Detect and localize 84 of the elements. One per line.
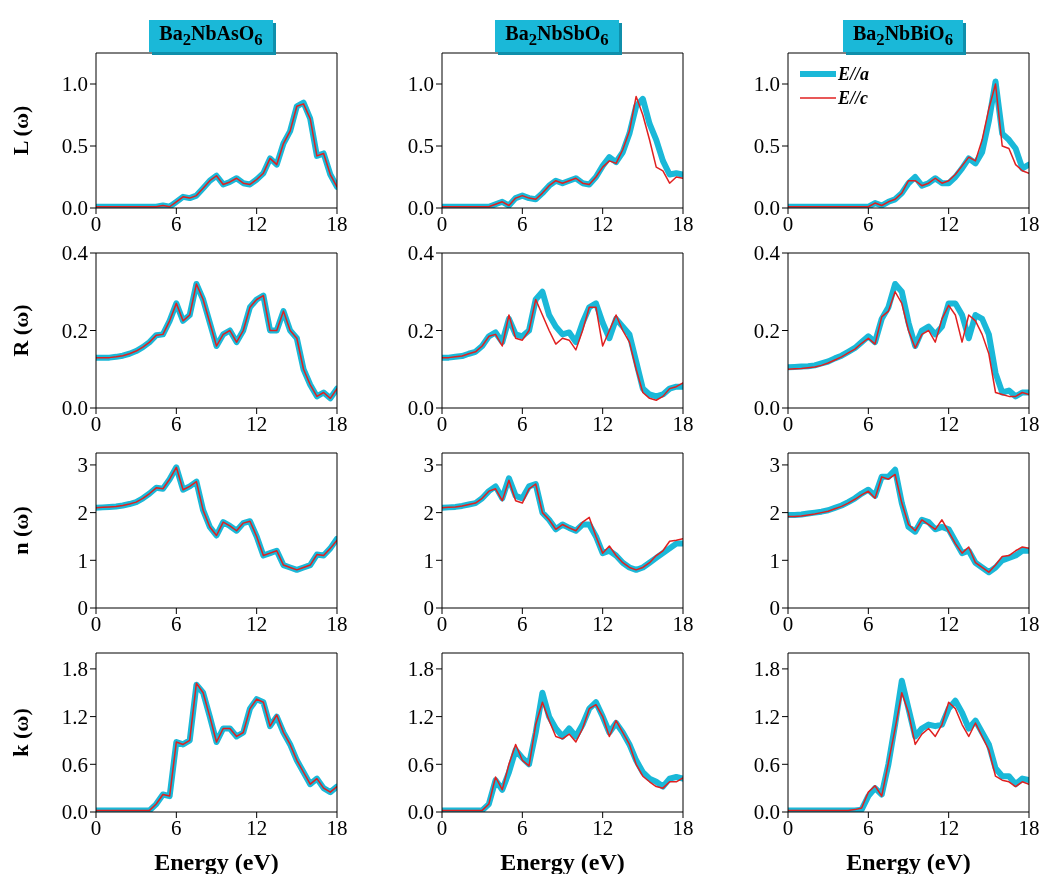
y-tick-label: 0.0	[407, 196, 434, 221]
x-tick-label: 18	[672, 211, 694, 236]
y-tick-label: 3	[77, 453, 88, 478]
x-tick-label: 6	[171, 411, 182, 436]
y-tick-label: 0.0	[61, 396, 88, 421]
y-tick-label: 0.4	[61, 241, 89, 266]
y-axis-title: n (ω)	[8, 506, 33, 555]
y-tick-label: 0.0	[753, 196, 780, 221]
x-tick-label: 18	[1018, 211, 1040, 236]
y-tick-label: 0.5	[61, 134, 88, 159]
y-tick-label: 0.6	[61, 752, 88, 777]
x-tick-label: 18	[672, 815, 694, 840]
x-tick-label: 12	[592, 211, 614, 236]
y-tick-label: 1.8	[61, 657, 88, 682]
x-tick-label: 12	[938, 211, 960, 236]
x-tick-label: 6	[863, 211, 874, 236]
y-tick-label: 2	[77, 501, 88, 526]
y-tick-label: 0.2	[407, 318, 434, 343]
y-tick-label: 1.2	[753, 705, 780, 730]
chart-title: Ba$_{2}$NbSbO$_{6}$	[495, 20, 619, 52]
y-tick-label: 0.0	[61, 800, 88, 825]
x-tick-label: 6	[517, 815, 528, 840]
x-tick-label: 18	[672, 611, 694, 636]
x-tick-label: 18	[326, 411, 348, 436]
x-tick-label: 6	[517, 411, 528, 436]
x-tick-label: 12	[938, 411, 960, 436]
x-tick-label: 18	[1018, 411, 1040, 436]
x-tick-label: 18	[1018, 815, 1040, 840]
y-tick-label: 0.0	[407, 800, 434, 825]
x-tick-label: 12	[938, 611, 960, 636]
x-tick-label: 6	[863, 411, 874, 436]
x-tick-label: 6	[517, 211, 528, 236]
y-tick-label: 0.6	[407, 752, 434, 777]
legend-label: E//a	[838, 63, 870, 85]
y-tick-label: 1.0	[753, 72, 780, 97]
x-tick-label: 6	[863, 815, 874, 840]
y-tick-label: 1	[423, 548, 434, 573]
y-tick-label: 0.0	[407, 396, 434, 421]
x-tick-label: 18	[326, 611, 348, 636]
x-tick-label: 12	[246, 815, 268, 840]
y-tick-label: 1.0	[407, 72, 434, 97]
x-tick-label: 12	[592, 411, 614, 436]
x-tick-label: 18	[672, 411, 694, 436]
x-tick-label: 12	[246, 211, 268, 236]
x-tick-label: 12	[938, 815, 960, 840]
x-tick-label: 6	[863, 611, 874, 636]
y-tick-label: 0.2	[61, 318, 88, 343]
x-tick-label: 12	[592, 815, 614, 840]
y-tick-label: 1.0	[61, 72, 88, 97]
x-tick-label: 6	[517, 611, 528, 636]
y-tick-label: 1	[769, 548, 780, 573]
y-tick-label: 0.2	[753, 318, 780, 343]
y-tick-label: 0.5	[753, 134, 780, 159]
x-tick-label: 18	[326, 211, 348, 236]
y-axis-title: L (ω)	[8, 105, 33, 156]
x-tick-label: 18	[326, 815, 348, 840]
y-tick-label: 0.0	[753, 800, 780, 825]
y-axis-title: k (ω)	[8, 708, 33, 757]
x-tick-label: 6	[171, 815, 182, 840]
y-tick-label: 0.0	[61, 196, 88, 221]
y-tick-label: 2	[423, 501, 434, 526]
y-tick-label: 0.4	[407, 241, 435, 266]
y-tick-label: 1	[77, 548, 88, 573]
y-tick-label: 2	[769, 501, 780, 526]
x-tick-label: 12	[592, 611, 614, 636]
chart-title: Ba$_{2}$NbBiO$_{6}$	[842, 20, 964, 52]
x-tick-label: 18	[1018, 611, 1040, 636]
x-tick-label: 6	[171, 611, 182, 636]
y-tick-label: 0.4	[753, 241, 781, 266]
y-tick-label: 1.8	[753, 657, 780, 682]
x-tick-label: 12	[246, 611, 268, 636]
legend-label: E//c	[838, 87, 868, 109]
y-tick-label: 1.2	[61, 705, 88, 730]
y-tick-label: 0.0	[753, 396, 780, 421]
x-tick-label: 6	[171, 211, 182, 236]
y-axis-title: R (ω)	[8, 304, 33, 357]
y-tick-label: 0.6	[753, 752, 780, 777]
y-tick-label: 3	[769, 453, 780, 478]
y-tick-label: 1.8	[407, 657, 434, 682]
y-tick-label: 0.5	[407, 134, 434, 159]
chart-title: Ba$_{2}$NbAsO$_{6}$	[149, 20, 273, 52]
x-tick-label: 12	[246, 411, 268, 436]
y-tick-label: 3	[423, 453, 434, 478]
y-tick-label: 1.2	[407, 705, 434, 730]
